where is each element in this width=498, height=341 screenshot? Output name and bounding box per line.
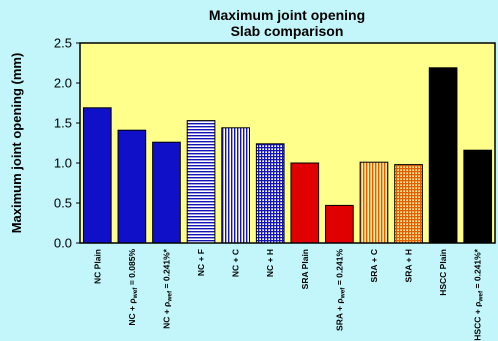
plot-area (80, 43, 495, 243)
x-tick-label: NC + F (196, 249, 206, 276)
x-tick-label: SRA + C (369, 249, 379, 282)
bar-12 (463, 149, 493, 244)
y-tick-label: 1.5 (54, 116, 72, 131)
x-axis: NC Plain NC + ρwef = 0.085% NC + ρwef = 0.… (92, 248, 484, 340)
x-tick-label: NC + C (231, 249, 241, 277)
y-axis-label: Maximum joint opening (mm) (9, 53, 24, 234)
bar-1 (82, 107, 112, 244)
bar-9 (359, 161, 389, 244)
bar-7 (290, 162, 320, 244)
chart-subtitle: Slab comparison (231, 23, 344, 39)
bar-11 (428, 67, 458, 244)
x-tick-label: NC + H (265, 249, 275, 277)
chart-title: Maximum joint opening (209, 7, 365, 23)
x-tick-label: HSCC Plain (438, 249, 448, 296)
y-tick-label: 2.0 (54, 76, 72, 91)
bar-2 (117, 129, 147, 244)
y-tick-label: 0.0 (54, 236, 72, 251)
bar-10 (394, 164, 423, 244)
bar-4 (186, 120, 216, 244)
y-tick-label: 1.0 (54, 156, 72, 171)
y-tick-label: 2.5 (54, 36, 72, 51)
bar-3 (152, 141, 181, 244)
bar-8 (325, 204, 354, 244)
plot-frame (79, 42, 496, 244)
x-tick-label: NC + ρwef = 0.085% (127, 249, 139, 326)
x-tick-label: SRA + H (404, 249, 414, 282)
x-tick-label: SRA + ρwef = 0.241% (334, 249, 346, 331)
x-tick-label: NC + ρwef = 0.241%* (162, 248, 174, 329)
bar-6 (255, 143, 285, 244)
bars (79, 42, 496, 244)
x-tick-label: NC Plain (92, 249, 102, 284)
y-tick-label: 0.5 (54, 196, 72, 211)
x-tick-label: HSCC + ρwef = 0.241%* (473, 248, 485, 340)
bar-5 (221, 127, 250, 244)
y-axis: 0.0 0.5 1.0 1.5 2.0 2.5 (54, 36, 80, 251)
x-tick-label: SRA Plain (300, 249, 310, 289)
